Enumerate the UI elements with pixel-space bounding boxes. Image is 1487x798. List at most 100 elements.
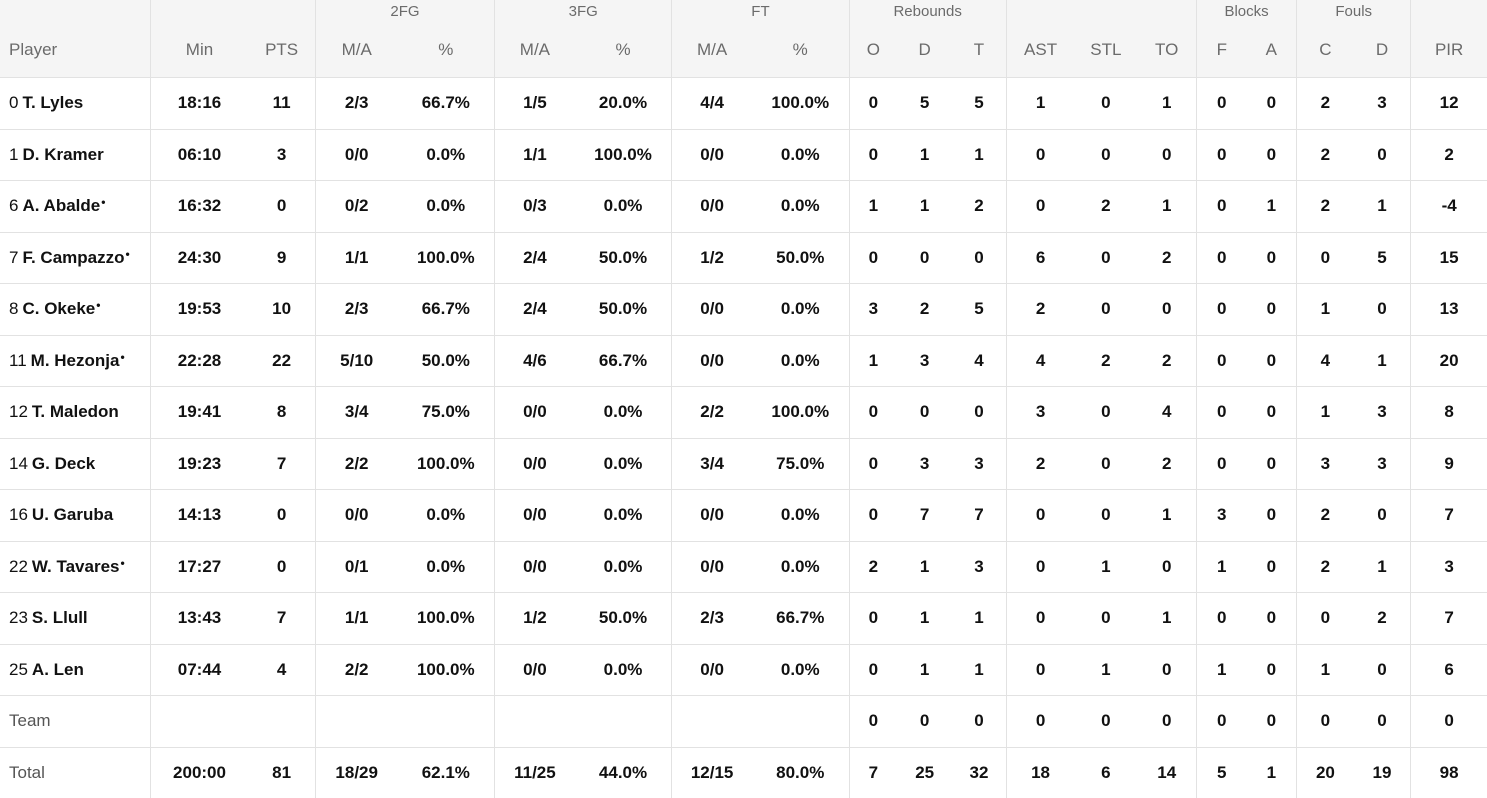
col-header-ft-pct[interactable]: % [752,22,849,78]
player-name-link[interactable]: A. Len [32,660,84,679]
player-name-link[interactable]: W. Tavares [32,557,120,576]
stat-foul-d: 1 [1354,335,1411,387]
stat-foul-c: 20 [1297,747,1354,798]
stat-pts: 0 [248,541,315,593]
stat-ft-pct: 50.0% [752,232,849,284]
col-header-3fg-pct[interactable]: % [575,22,672,78]
col-header-pir[interactable]: PIR [1411,22,1487,78]
col-header-min[interactable]: Min [150,22,248,78]
col-header-ft-ma[interactable]: M/A [672,22,752,78]
stat-min [150,696,248,748]
player-name-link[interactable]: G. Deck [32,454,95,473]
stat-fg3-ma: 1/2 [495,593,575,645]
stat-to: 0 [1137,541,1196,593]
stat-reb-t: 1 [952,593,1006,645]
col-header-reb-d[interactable]: D [897,22,952,78]
col-header-pts[interactable]: PTS [248,22,315,78]
player-name-link[interactable]: C. Okeke [22,299,95,318]
col-header-foul-c[interactable]: C [1297,22,1354,78]
stat-blk-f: 1 [1197,541,1247,593]
col-header-foul-d[interactable]: D [1354,22,1411,78]
player-name-link[interactable]: D. Kramer [22,145,103,164]
player-name-link[interactable]: F. Campazzo [22,248,124,267]
stat-blk-a: 0 [1247,232,1297,284]
player-name-link[interactable]: M. Hezonja [31,351,120,370]
stat-ft-ma: 0/0 [672,284,752,336]
stat-ft-pct: 0.0% [752,129,849,181]
col-header-stl[interactable]: STL [1074,22,1137,78]
stat-to: 1 [1137,181,1196,233]
col-header-2fg-pct[interactable]: % [397,22,494,78]
stat-blk-a: 1 [1247,747,1297,798]
col-header-blk-a[interactable]: A [1247,22,1297,78]
col-header-reb-o[interactable]: O [849,22,897,78]
stat-pts: 11 [248,78,315,130]
stat-blk-a: 0 [1247,541,1297,593]
player-number: 23 [9,608,28,627]
player-name-link[interactable]: U. Garuba [32,505,113,524]
col-header-ast[interactable]: AST [1006,22,1074,78]
col-header-2fg-ma[interactable]: M/A [315,22,397,78]
stat-ft-ma: 2/3 [672,593,752,645]
col-header-to[interactable]: TO [1137,22,1196,78]
stat-fg3-ma: 0/0 [495,541,575,593]
stat-blk-f: 0 [1197,387,1247,439]
stat-fg2-ma: 1/1 [315,593,397,645]
stat-min: 18:16 [150,78,248,130]
col-header-player[interactable]: Player [0,22,150,78]
player-name-link[interactable]: A. Abalde [22,196,100,215]
stat-fg2-ma: 0/0 [315,129,397,181]
stat-blk-f: 0 [1197,593,1247,645]
stat-fg3-pct: 20.0% [575,78,672,130]
col-header-blk-f[interactable]: F [1197,22,1247,78]
stat-blk-a: 0 [1247,284,1297,336]
stat-foul-c: 1 [1297,387,1354,439]
stat-to: 0 [1137,284,1196,336]
player-name-link[interactable]: S. Llull [32,608,88,627]
player-name-link[interactable]: T. Lyles [22,93,83,112]
stat-fg2-pct: 100.0% [397,644,494,696]
stat-fg3-ma: 0/0 [495,387,575,439]
stat-ast: 0 [1006,129,1074,181]
stat-stl: 0 [1074,78,1137,130]
stat-reb-o: 1 [849,335,897,387]
col-header-3fg-ma[interactable]: M/A [495,22,575,78]
stat-fg2-pct: 75.0% [397,387,494,439]
stat-ft-pct: 100.0% [752,78,849,130]
player-name-link[interactable]: T. Maledon [32,402,119,421]
stat-foul-c: 0 [1297,232,1354,284]
stat-blk-a: 0 [1247,438,1297,490]
stat-fg2-ma: 3/4 [315,387,397,439]
stat-stl: 0 [1074,438,1137,490]
total-label: Total [0,747,150,798]
stat-ft-pct: 0.0% [752,490,849,542]
col-header-reb-t[interactable]: T [952,22,1006,78]
